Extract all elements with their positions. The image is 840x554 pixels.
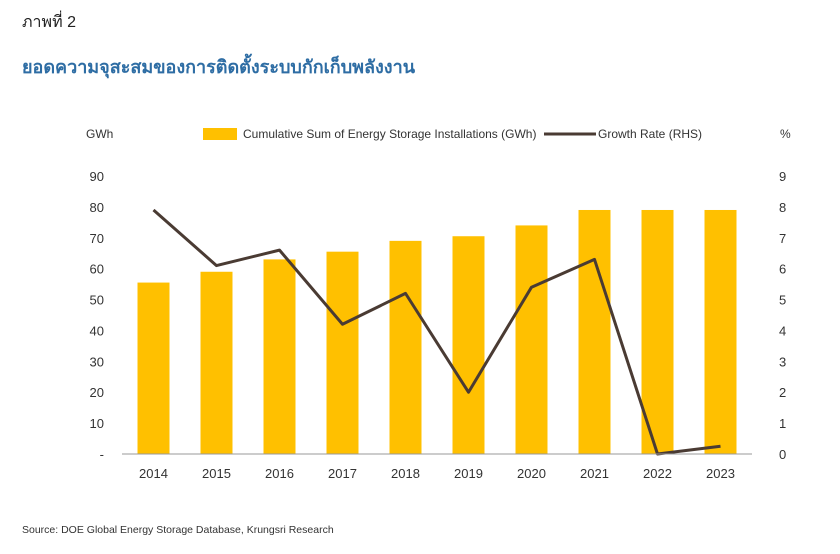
figure-label: ภาพที่ 2 xyxy=(22,14,76,31)
y-left-tick-label: 50 xyxy=(90,293,104,308)
growth-rate-line xyxy=(152,208,721,456)
x-tick-label: 2021 xyxy=(580,466,609,481)
bar-2015 xyxy=(200,271,233,454)
x-tick-label: 2020 xyxy=(517,466,546,481)
y-right-tick-label: 7 xyxy=(779,231,786,246)
bar-2019 xyxy=(452,236,485,454)
legend-bar-swatch xyxy=(203,128,237,140)
y-right-tick-label: 8 xyxy=(779,200,786,215)
bar-2020 xyxy=(515,225,548,454)
x-tick-label: 2016 xyxy=(265,466,294,481)
x-tick-label: 2018 xyxy=(391,466,420,481)
figure-title: ยอดความจุสะสมของการติดตั้งระบบกักเก็บพลั… xyxy=(22,57,416,77)
y-left-tick-label: - xyxy=(100,447,104,462)
y-right-axis-title: % xyxy=(780,127,791,141)
y-left-tick-label: 90 xyxy=(90,169,104,184)
legend: Cumulative Sum of Energy Storage Install… xyxy=(203,127,702,141)
legend-line-label: Growth Rate (RHS) xyxy=(598,127,702,141)
x-tick-label: 2022 xyxy=(643,466,672,481)
legend-bar-label: Cumulative Sum of Energy Storage Install… xyxy=(243,127,536,141)
y-right-tick-label: 2 xyxy=(779,385,786,400)
y-right-tick-label: 9 xyxy=(779,169,786,184)
bar-2022 xyxy=(641,209,674,454)
y-right-tick-label: 0 xyxy=(779,447,786,462)
y-right-tick-label: 3 xyxy=(779,354,786,369)
y-right-tick-label: 6 xyxy=(779,262,786,277)
bar-2016 xyxy=(263,259,296,454)
y-right-tick-label: 1 xyxy=(779,416,786,431)
bar-2014 xyxy=(137,282,170,454)
chart: Cumulative Sum of Energy Storage Install… xyxy=(86,127,791,481)
y-left-tick-label: 30 xyxy=(90,354,104,369)
y-left-tick-label: 70 xyxy=(90,231,104,246)
x-tick-label: 2023 xyxy=(706,466,735,481)
y-right-tick-label: 4 xyxy=(779,323,786,338)
x-tick-label: 2015 xyxy=(202,466,231,481)
bar-2017 xyxy=(326,251,359,454)
bar-2018 xyxy=(389,240,422,454)
y-left-tick-label: 80 xyxy=(90,200,104,215)
x-tick-label: 2019 xyxy=(454,466,483,481)
x-tick-label: 2014 xyxy=(139,466,168,481)
y-left-axis-title: GWh xyxy=(86,127,113,141)
x-tick-label: 2017 xyxy=(328,466,357,481)
y-left-tick-label: 10 xyxy=(90,416,104,431)
y-right-tick-label: 5 xyxy=(779,293,786,308)
y-left-tick-label: 40 xyxy=(90,323,104,338)
y-left-tick-label: 20 xyxy=(90,385,104,400)
bar-2023 xyxy=(704,209,737,454)
y-left-tick-label: 60 xyxy=(90,262,104,277)
source-note: Source: DOE Global Energy Storage Databa… xyxy=(22,524,334,536)
bar-2021 xyxy=(578,209,611,454)
